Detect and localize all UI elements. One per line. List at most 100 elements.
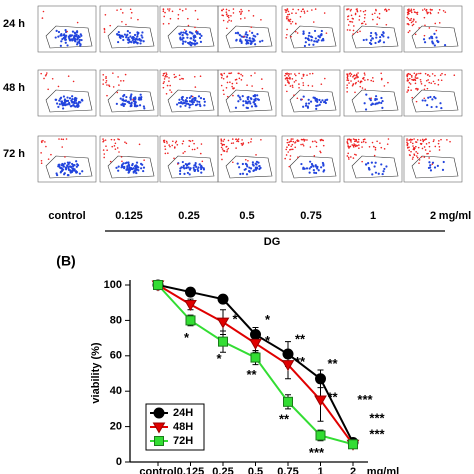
dot xyxy=(222,14,225,17)
gate xyxy=(167,89,215,113)
dot xyxy=(123,167,126,170)
dot xyxy=(74,105,77,108)
dot xyxy=(352,144,355,147)
dot xyxy=(188,168,192,171)
dot xyxy=(356,31,359,34)
dot xyxy=(163,81,165,83)
gate xyxy=(167,155,215,179)
column-label: 0.5 xyxy=(239,210,254,222)
row-label: 48 h xyxy=(3,82,25,94)
dot xyxy=(245,173,249,176)
dot xyxy=(410,74,413,77)
dot xyxy=(223,138,226,141)
plot-frame xyxy=(37,5,97,53)
dot xyxy=(435,105,438,108)
dot xyxy=(177,17,180,20)
dot xyxy=(286,146,288,149)
dot xyxy=(116,9,118,11)
dot xyxy=(350,80,352,82)
dot xyxy=(185,102,188,105)
dot xyxy=(186,36,189,39)
dot xyxy=(55,29,58,33)
marker xyxy=(218,336,228,347)
dot xyxy=(252,39,256,42)
dot xyxy=(423,146,426,148)
dot xyxy=(80,98,84,102)
dot xyxy=(236,162,239,165)
dot xyxy=(373,154,376,157)
dot xyxy=(120,8,122,11)
dot xyxy=(446,139,448,141)
dot xyxy=(189,41,192,44)
dot xyxy=(75,101,78,105)
dot xyxy=(223,93,225,96)
dot xyxy=(380,146,383,149)
dot xyxy=(71,95,74,98)
gate xyxy=(289,25,337,49)
dot xyxy=(311,72,314,75)
dot xyxy=(416,11,419,14)
dot xyxy=(188,96,191,99)
dot xyxy=(197,166,200,169)
dot xyxy=(431,98,434,101)
dot xyxy=(194,104,198,107)
dot xyxy=(361,87,364,89)
dot xyxy=(302,166,305,169)
dot xyxy=(350,8,352,11)
dot xyxy=(187,24,190,27)
dot xyxy=(106,84,108,86)
dot xyxy=(140,96,143,99)
dot xyxy=(407,31,410,34)
dot xyxy=(408,149,410,152)
dot xyxy=(380,163,383,166)
dot xyxy=(354,82,357,85)
gate xyxy=(225,155,273,179)
gate xyxy=(411,89,459,113)
dot xyxy=(289,77,291,80)
dot xyxy=(139,93,142,96)
dot xyxy=(419,72,422,75)
dot xyxy=(385,165,388,168)
y-tick-label: 80 xyxy=(110,314,122,326)
dot xyxy=(199,152,202,155)
dot xyxy=(307,38,311,42)
dot xyxy=(63,36,67,40)
dot xyxy=(182,152,185,154)
dot xyxy=(302,95,305,98)
dot xyxy=(309,35,313,38)
dot xyxy=(320,29,323,33)
dot xyxy=(347,156,350,159)
dot xyxy=(352,138,355,140)
dot xyxy=(385,10,388,12)
dot xyxy=(244,162,248,166)
y-tick-label: 100 xyxy=(104,279,122,291)
dot xyxy=(225,13,228,16)
dot xyxy=(408,73,410,75)
dot xyxy=(314,97,317,100)
dot xyxy=(299,16,302,18)
dot xyxy=(58,103,61,106)
dot xyxy=(238,34,241,37)
dot xyxy=(315,141,318,144)
dot xyxy=(319,151,322,154)
marker xyxy=(314,395,327,407)
dot xyxy=(315,165,318,168)
dot xyxy=(251,161,255,164)
dot xyxy=(371,37,374,40)
dot xyxy=(303,73,305,76)
dot xyxy=(316,100,319,103)
dot xyxy=(71,39,74,42)
dot xyxy=(72,167,75,170)
dot xyxy=(222,77,225,80)
dot xyxy=(197,95,201,98)
dot xyxy=(40,162,43,164)
dot xyxy=(188,162,191,165)
significance: * xyxy=(216,351,222,366)
dot xyxy=(102,149,105,151)
dot xyxy=(253,103,256,106)
dot xyxy=(181,142,184,145)
dot xyxy=(68,101,71,105)
legend-label: 24H xyxy=(173,407,193,419)
marker xyxy=(216,317,230,329)
dot xyxy=(194,162,197,165)
